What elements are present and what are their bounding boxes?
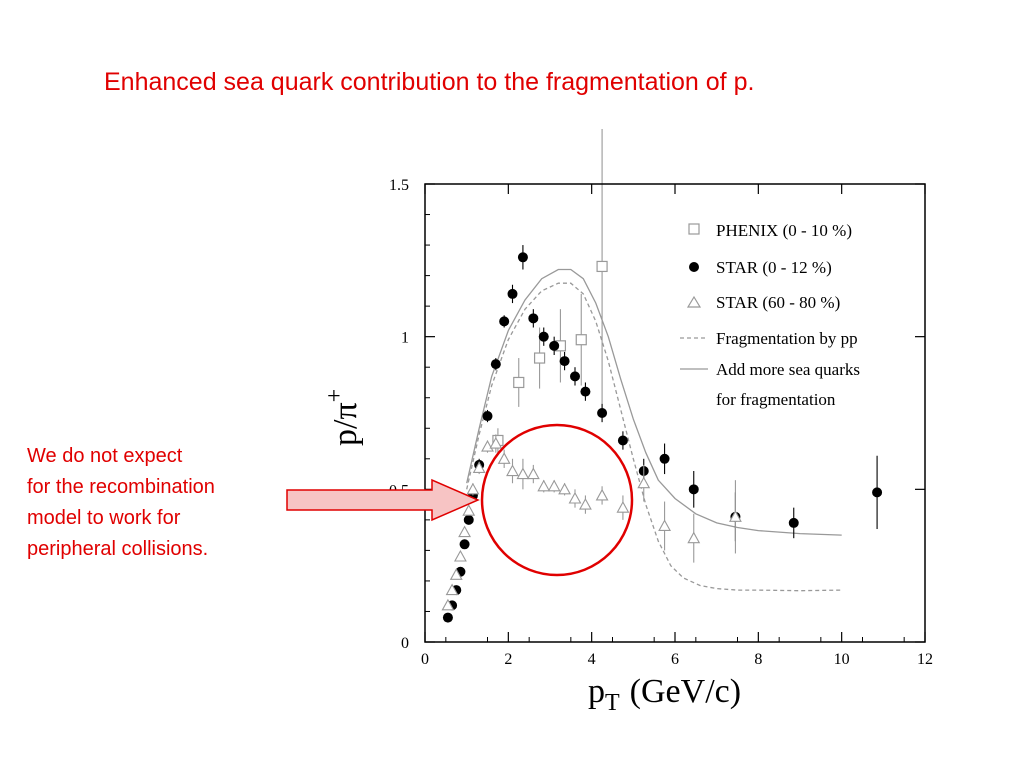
star-central-point xyxy=(442,612,453,623)
annotation-note-line: We do not expect xyxy=(27,445,183,467)
star-peripheral-point xyxy=(687,531,701,544)
legend-label-star-peripheral: STAR (60 - 80 %) xyxy=(716,293,840,312)
pointer-arrow xyxy=(286,478,480,522)
star-peripheral-point xyxy=(441,598,455,611)
star-central-point xyxy=(482,411,493,422)
fragmentation-curve xyxy=(466,282,842,592)
star-peripheral-point xyxy=(516,467,530,480)
star-peripheral-point xyxy=(526,467,540,480)
y-axis-label-symbol: p/π xyxy=(327,402,364,446)
annotation-note: We do not expect for the recombination m… xyxy=(27,441,287,565)
plot-frame xyxy=(424,183,926,643)
x-tick-label: 6 xyxy=(671,651,679,668)
y-axis-label-superscript: + xyxy=(322,389,348,403)
star-central-point xyxy=(499,316,510,327)
x-tick-label: 8 xyxy=(754,651,762,668)
legend: PHENIX (0 - 10 %) STAR (0 - 12 %) STAR (… xyxy=(680,221,860,409)
axis-labels: pT (GeV/c) p/π+ xyxy=(322,389,741,716)
annotation-note-line: model to work for xyxy=(27,507,181,529)
legend-label-sea-quarks-line2: for fragmentation xyxy=(716,390,836,409)
star-peripheral-point xyxy=(472,461,486,474)
star-peripheral-point xyxy=(481,439,494,452)
star-central-point xyxy=(788,517,799,528)
star-central-point xyxy=(580,386,591,397)
star-peripheral-point xyxy=(453,549,467,562)
star-central-point xyxy=(872,487,883,498)
x-tick-label: 0 xyxy=(421,651,429,668)
phenix-point xyxy=(533,352,546,364)
star-central-point xyxy=(688,484,699,495)
y-tick-label: 1.5 xyxy=(389,177,409,194)
y-tick-label: 0 xyxy=(401,635,409,652)
x-tick-label: 12 xyxy=(917,651,933,668)
phenix-point xyxy=(575,334,587,346)
legend-marker-phenix xyxy=(688,223,700,235)
x-axis-label-subscript: T xyxy=(605,690,620,716)
star-peripheral-point xyxy=(489,436,503,449)
x-axis-label-unit: (GeV/c) xyxy=(630,673,741,710)
star-peripheral-point xyxy=(578,497,592,510)
star-central-point xyxy=(507,288,518,299)
star-central-point xyxy=(528,313,539,324)
x-axis-label-symbol: p xyxy=(588,673,605,710)
star-central-point xyxy=(538,331,549,342)
annotation-note-line: peripheral collisions. xyxy=(27,538,209,560)
star-central-point xyxy=(463,514,474,525)
x-tick-label: 2 xyxy=(504,651,512,668)
y-tick-label: 1 xyxy=(401,330,409,347)
star-peripheral-point xyxy=(506,464,519,477)
star-central-point xyxy=(517,252,528,263)
star-peripheral-point xyxy=(537,479,551,492)
highlight-circle xyxy=(480,423,634,577)
star-central-point xyxy=(617,435,628,446)
legend-marker-star-central xyxy=(689,262,699,272)
star-central-point xyxy=(570,371,580,382)
star-peripheral-point xyxy=(458,525,472,538)
x-axis-label: pT (GeV/c) xyxy=(588,673,741,716)
star-central-point xyxy=(459,539,470,550)
axis-ticks: 02468101200.511.5 xyxy=(389,177,933,668)
data-points xyxy=(441,129,883,623)
star-central-point xyxy=(659,453,670,464)
star-peripheral-point xyxy=(595,488,609,501)
slide-title: Enhanced sea quark contribution to the f… xyxy=(104,68,755,96)
star-peripheral-point xyxy=(728,510,742,522)
star-peripheral-point xyxy=(558,482,572,495)
star-peripheral-point xyxy=(658,519,672,532)
x-tick-label: 4 xyxy=(588,651,596,668)
legend-label-sea-quarks: Add more sea quarks xyxy=(716,360,860,379)
legend-marker-star-peripheral xyxy=(686,295,702,308)
star-central-point xyxy=(559,356,570,367)
x-tick-label: 10 xyxy=(834,651,850,668)
phenix-point xyxy=(513,376,525,389)
star-central-point xyxy=(597,408,608,418)
legend-label-fragmentation: Fragmentation by pp xyxy=(716,329,858,348)
star-peripheral-point xyxy=(547,479,561,492)
phenix-point xyxy=(596,260,608,273)
y-axis-label: p/π+ xyxy=(322,389,364,446)
star-peripheral-point xyxy=(445,583,459,596)
star-central-point xyxy=(549,340,560,351)
star-peripheral-point xyxy=(462,504,476,516)
sea-quark-curve xyxy=(466,268,842,536)
star-peripheral-point xyxy=(466,482,480,495)
annotation-note-line: for the recombination xyxy=(27,476,215,498)
model-curves xyxy=(466,268,842,592)
legend-label-star-central: STAR (0 - 12 %) xyxy=(716,258,832,277)
star-peripheral-point xyxy=(449,568,463,580)
star-peripheral-point xyxy=(616,501,630,513)
star-central-point xyxy=(490,359,501,370)
star-peripheral-point xyxy=(497,452,511,464)
star-peripheral-point xyxy=(637,476,651,489)
legend-label-phenix: PHENIX (0 - 10 %) xyxy=(716,221,852,240)
star-peripheral-point xyxy=(568,491,582,504)
